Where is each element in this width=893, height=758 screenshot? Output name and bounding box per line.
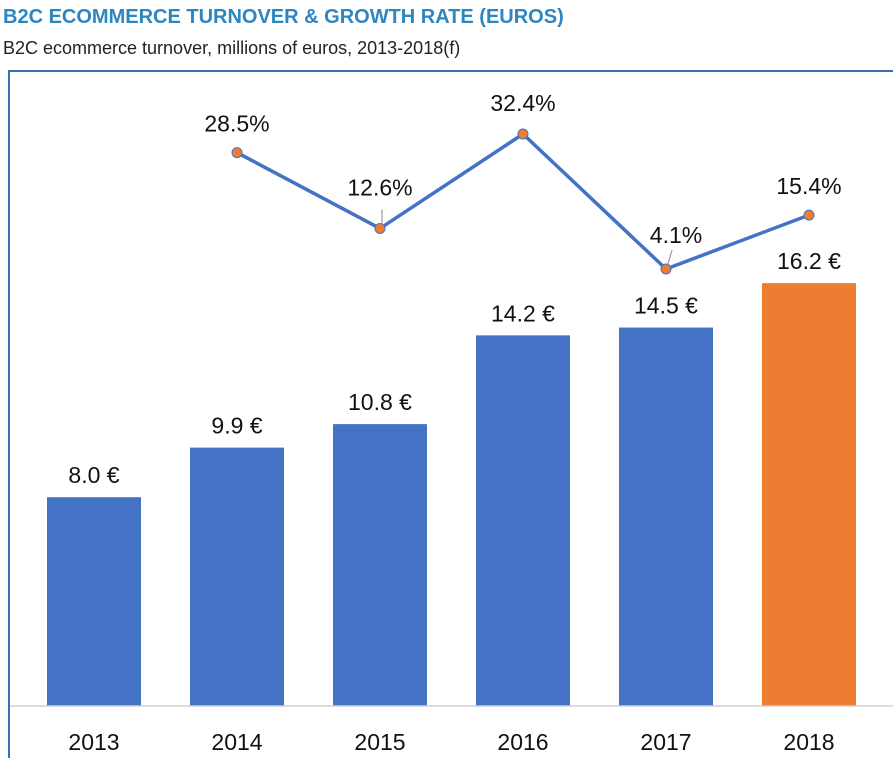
growth-value-label-2018: 15.4% (776, 173, 841, 199)
growth-value-label-2017: 4.1% (650, 222, 702, 248)
growth-value-label-2014: 28.5% (204, 111, 269, 137)
growth-marker-2015 (374, 222, 386, 234)
growth-value-label-2016: 32.4% (490, 90, 555, 116)
bar-value-label-2015: 10.8 € (348, 389, 412, 415)
x-tick-label-2015: 2015 (354, 729, 405, 755)
bar-2016 (476, 335, 570, 706)
growth-marker-2016 (517, 128, 529, 140)
bar-series: 8.0 € 9.9 € 10.8 € 14.2 € 14.5 € 16.2 € (47, 248, 856, 706)
x-tick-label-2017: 2017 (640, 729, 691, 755)
x-axis-tick-labels: 2013 2014 2015 2016 2017 2018 (68, 729, 834, 755)
bar-2014 (190, 447, 284, 706)
x-tick-label-2014: 2014 (211, 729, 262, 755)
growth-marker-2018 (803, 209, 815, 221)
x-tick-label-2016: 2016 (497, 729, 548, 755)
bar-value-label-2017: 14.5 € (634, 293, 698, 319)
bar-2017 (619, 327, 713, 706)
bar-value-label-2018: 16.2 € (777, 248, 841, 274)
growth-marker-2017 (660, 263, 672, 275)
bar-2018 (762, 283, 856, 706)
chart-subtitle: B2C ecommerce turnover, millions of euro… (3, 38, 461, 58)
bar-value-label-2013: 8.0 € (68, 462, 119, 488)
bar-2015 (333, 424, 427, 706)
bar-2013 (47, 497, 141, 706)
bar-value-label-2016: 14.2 € (491, 300, 555, 326)
growth-rate-line (236, 132, 810, 271)
growth-value-label-2015: 12.6% (347, 174, 412, 200)
growth-marker-2014 (231, 147, 243, 159)
chart-frame-left (8, 70, 10, 758)
growth-label-leader-2017 (667, 249, 673, 265)
chart-title: B2C ECOMMERCE TURNOVER & GROWTH RATE (EU… (3, 6, 564, 28)
x-tick-label-2013: 2013 (68, 729, 119, 755)
x-tick-label-2018: 2018 (783, 729, 834, 755)
chart-frame-top (8, 70, 893, 72)
bar-value-label-2014: 9.9 € (211, 413, 262, 439)
growth-rate-series: 28.5% 12.6% 32.4% 4.1% 15.4% (204, 90, 842, 275)
